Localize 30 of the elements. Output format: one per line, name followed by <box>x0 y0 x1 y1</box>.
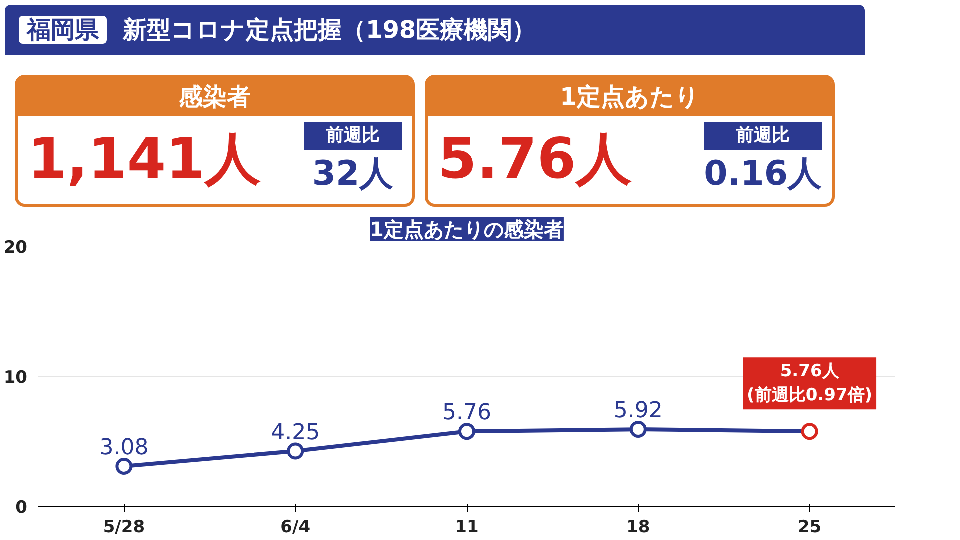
x-tick-label: 18 <box>626 518 650 538</box>
y-tick-label: 20 <box>4 238 28 258</box>
text: 前週比 <box>704 122 822 150</box>
data-label: 5.92 <box>614 398 663 424</box>
x-tick-label: 6/4 <box>280 518 311 538</box>
y-tick-label: 10 <box>4 368 28 388</box>
text: 新型コロナ定点把握（198医療機関） <box>123 16 536 44</box>
text: 1,141人 <box>28 126 262 194</box>
chart-title: 1定点あたりの感染者 <box>370 218 564 242</box>
point <box>287 442 304 460</box>
point <box>116 458 133 475</box>
annotation: (前週比0.97倍) <box>747 386 873 406</box>
x-tick-label: 11 <box>455 518 479 538</box>
x-tick-label: 5/28 <box>103 518 146 538</box>
point <box>630 421 647 438</box>
data-label: 3.08 <box>100 435 149 460</box>
data-label: 5.76人 <box>780 362 840 382</box>
data-label: 5.76 <box>442 400 492 426</box>
x-tick-label: 25 <box>798 518 822 538</box>
text: 1定点あたり <box>428 78 832 116</box>
text: 5.76人 <box>438 126 634 194</box>
point <box>801 423 818 440</box>
text: 32人 <box>311 152 395 196</box>
text: 前週比 <box>304 122 402 150</box>
data-label: 4.25 <box>271 420 320 446</box>
text: 感染者 <box>18 78 412 116</box>
point <box>458 423 476 440</box>
y-tick-label: 0 <box>16 498 28 518</box>
text: 福岡県 <box>19 16 107 44</box>
text: 0.16人 <box>704 152 822 196</box>
